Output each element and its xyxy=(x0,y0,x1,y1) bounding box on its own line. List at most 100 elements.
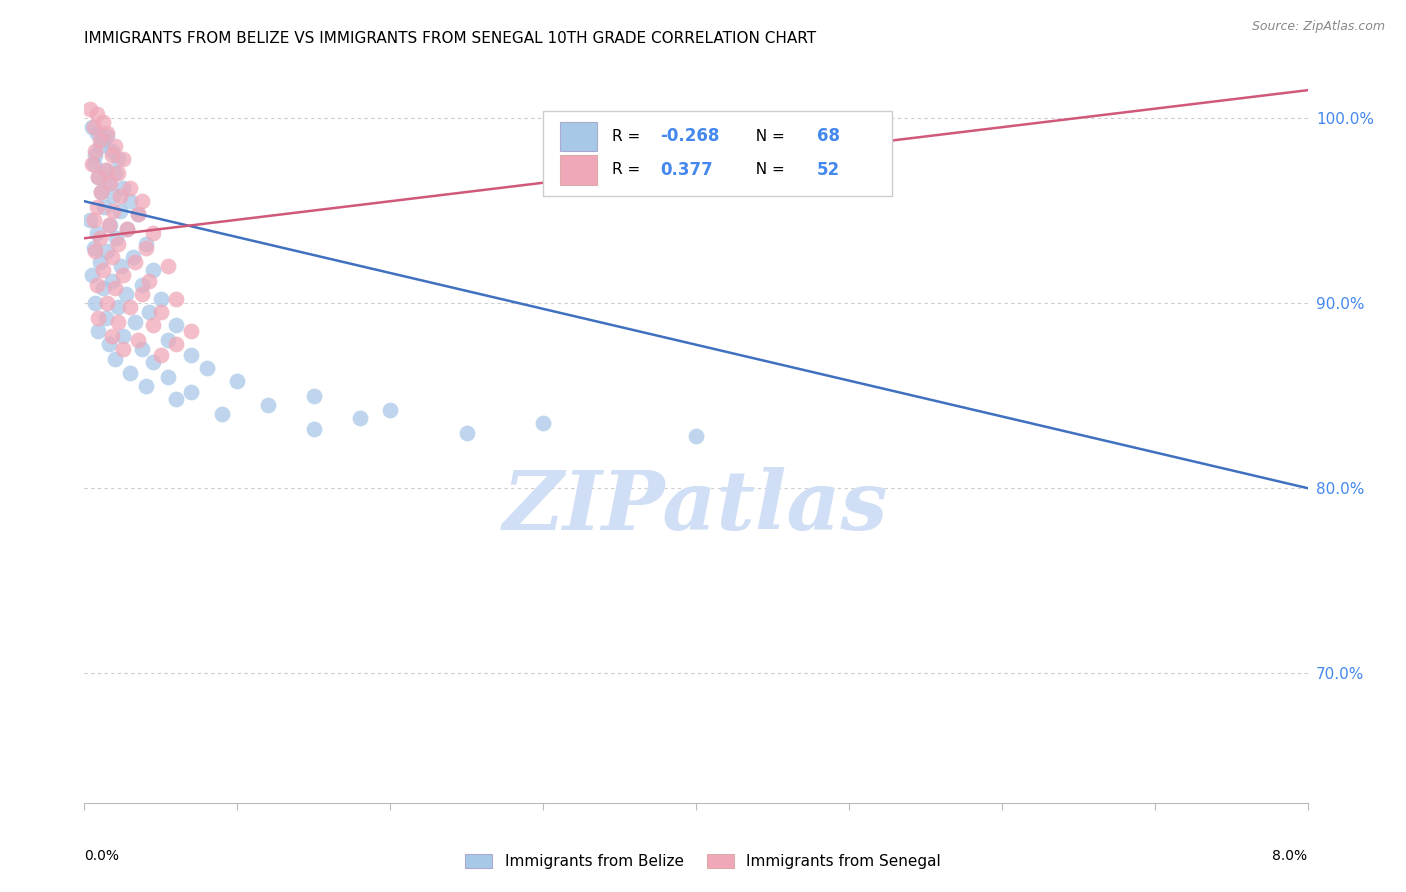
Point xyxy=(135,240,157,254)
Point xyxy=(91,262,114,277)
Point xyxy=(157,259,180,273)
Point xyxy=(101,148,124,162)
Point xyxy=(101,274,124,288)
Point xyxy=(157,370,180,384)
Point xyxy=(87,310,110,325)
Text: 8.0%: 8.0% xyxy=(1272,849,1308,863)
Point xyxy=(122,250,145,264)
Point xyxy=(165,293,187,307)
Point xyxy=(84,145,107,159)
Point xyxy=(114,286,136,301)
Point xyxy=(302,422,325,436)
Point xyxy=(87,170,110,185)
Point xyxy=(96,244,118,259)
Point xyxy=(165,318,187,333)
Point xyxy=(107,300,129,314)
Point xyxy=(111,268,134,283)
Text: N =: N = xyxy=(747,162,790,178)
Point xyxy=(131,194,153,209)
Point xyxy=(89,138,111,153)
Point xyxy=(195,360,218,375)
Point xyxy=(93,200,115,214)
Point xyxy=(104,351,127,366)
Point xyxy=(149,293,172,307)
Point xyxy=(90,185,112,199)
FancyBboxPatch shape xyxy=(560,121,598,152)
Point xyxy=(91,133,114,147)
Point xyxy=(157,333,180,347)
Point xyxy=(149,305,172,319)
Point xyxy=(349,410,371,425)
Point xyxy=(104,166,127,180)
Point xyxy=(96,129,118,144)
Point xyxy=(86,126,108,140)
Point xyxy=(120,300,142,314)
Text: N =: N = xyxy=(747,129,790,144)
Text: ZIPatlas: ZIPatlas xyxy=(503,467,889,547)
Point xyxy=(107,314,129,328)
Point xyxy=(107,166,129,180)
Point xyxy=(105,231,128,245)
Point xyxy=(101,250,124,264)
Point xyxy=(96,296,118,310)
Point xyxy=(180,348,202,362)
Point xyxy=(127,207,149,221)
Text: R =: R = xyxy=(612,129,645,144)
Point xyxy=(380,403,402,417)
Point xyxy=(91,114,114,128)
Point xyxy=(79,212,101,227)
Point xyxy=(89,231,111,245)
Point xyxy=(96,126,118,140)
Point xyxy=(127,333,149,347)
Point xyxy=(87,170,110,185)
Point xyxy=(79,102,101,116)
Point xyxy=(127,207,149,221)
Point xyxy=(111,181,134,195)
Point xyxy=(83,240,105,254)
Point xyxy=(131,277,153,292)
Text: Source: ZipAtlas.com: Source: ZipAtlas.com xyxy=(1251,20,1385,33)
Point xyxy=(131,343,153,357)
Point xyxy=(80,268,103,283)
FancyBboxPatch shape xyxy=(543,111,891,195)
Point xyxy=(142,262,165,277)
Point xyxy=(685,429,707,443)
Point xyxy=(211,407,233,421)
Point xyxy=(98,219,121,233)
Point xyxy=(135,236,157,251)
Legend: Immigrants from Belize, Immigrants from Senegal: Immigrants from Belize, Immigrants from … xyxy=(458,848,948,875)
Text: 0.0%: 0.0% xyxy=(84,849,120,863)
Point xyxy=(80,120,103,135)
Point xyxy=(165,392,187,407)
Text: 52: 52 xyxy=(817,161,841,178)
Point xyxy=(87,324,110,338)
Point xyxy=(107,152,129,166)
Point xyxy=(89,133,111,147)
Point xyxy=(111,152,134,166)
Point xyxy=(97,219,120,233)
Text: 68: 68 xyxy=(817,128,839,145)
FancyBboxPatch shape xyxy=(560,155,598,185)
Point xyxy=(110,259,132,273)
Point xyxy=(83,157,105,171)
Point xyxy=(101,329,124,343)
Point xyxy=(103,203,125,218)
Point xyxy=(97,176,120,190)
Point xyxy=(89,255,111,269)
Point xyxy=(142,355,165,369)
Point xyxy=(115,222,138,236)
Point xyxy=(111,329,134,343)
Point xyxy=(101,145,124,159)
Point xyxy=(84,296,107,310)
Text: IMMIGRANTS FROM BELIZE VS IMMIGRANTS FROM SENEGAL 10TH GRADE CORRELATION CHART: IMMIGRANTS FROM BELIZE VS IMMIGRANTS FRO… xyxy=(84,31,817,46)
Point xyxy=(91,281,114,295)
Point xyxy=(149,348,172,362)
Point xyxy=(97,336,120,351)
Point xyxy=(94,162,117,177)
Text: 0.377: 0.377 xyxy=(661,161,713,178)
Point xyxy=(86,277,108,292)
Point xyxy=(226,374,249,388)
Point xyxy=(98,176,121,190)
Point xyxy=(94,310,117,325)
Point xyxy=(124,255,146,269)
